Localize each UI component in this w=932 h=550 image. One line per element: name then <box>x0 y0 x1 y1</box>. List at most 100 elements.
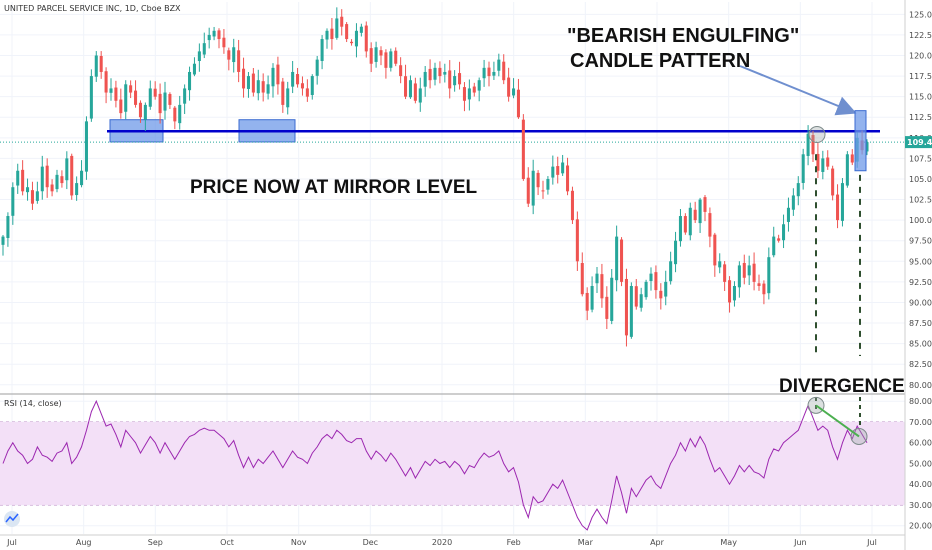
candle[interactable] <box>507 67 511 102</box>
candle[interactable] <box>595 267 599 294</box>
candle[interactable] <box>654 265 658 299</box>
candle[interactable] <box>831 165 835 201</box>
candle[interactable] <box>246 71 250 98</box>
candle[interactable] <box>791 188 795 216</box>
candle[interactable] <box>526 167 530 208</box>
candle[interactable] <box>158 83 162 124</box>
candle[interactable] <box>207 27 211 49</box>
candle[interactable] <box>762 280 766 305</box>
candle[interactable] <box>438 61 442 84</box>
candle[interactable] <box>669 251 673 285</box>
candle[interactable] <box>251 67 255 97</box>
candle[interactable] <box>163 81 167 120</box>
candle[interactable] <box>521 114 525 181</box>
price-peak-circle[interactable] <box>808 126 826 144</box>
candle[interactable] <box>217 28 221 49</box>
candle[interactable] <box>345 22 349 43</box>
candle[interactable] <box>840 178 844 227</box>
candle[interactable] <box>242 57 246 98</box>
candle[interactable] <box>742 254 746 285</box>
candle[interactable] <box>826 150 830 170</box>
candle[interactable] <box>546 176 550 195</box>
candle[interactable] <box>536 170 540 196</box>
candle[interactable] <box>70 153 74 200</box>
candle[interactable] <box>379 46 383 66</box>
candle[interactable] <box>492 61 496 80</box>
candle[interactable] <box>354 23 358 58</box>
candle[interactable] <box>320 35 324 70</box>
candle[interactable] <box>566 157 570 196</box>
candle[interactable] <box>737 261 741 298</box>
candle[interactable] <box>723 261 727 291</box>
candle[interactable] <box>777 234 781 243</box>
candle[interactable] <box>99 51 103 79</box>
candle[interactable] <box>786 197 790 232</box>
candle[interactable] <box>335 7 339 40</box>
candle[interactable] <box>271 63 275 98</box>
candle[interactable] <box>11 182 15 225</box>
candle[interactable] <box>212 26 216 41</box>
candle[interactable] <box>227 47 231 71</box>
candle[interactable] <box>728 276 732 313</box>
candle[interactable] <box>423 66 427 97</box>
candle[interactable] <box>119 88 123 119</box>
candle[interactable] <box>850 149 854 166</box>
candle[interactable] <box>458 61 462 90</box>
candle[interactable] <box>94 51 98 82</box>
candle[interactable] <box>364 21 368 58</box>
candle[interactable] <box>6 212 10 247</box>
candle[interactable] <box>570 186 574 224</box>
candle[interactable] <box>1 234 5 256</box>
candle[interactable] <box>561 154 565 176</box>
candle[interactable] <box>114 80 118 108</box>
engulfing-box[interactable] <box>854 110 867 172</box>
candle[interactable] <box>767 247 771 300</box>
candle[interactable] <box>732 281 736 307</box>
candle[interactable] <box>84 116 88 180</box>
candle[interactable] <box>418 77 422 112</box>
candle[interactable] <box>816 143 820 179</box>
candle[interactable] <box>467 79 471 111</box>
candle[interactable] <box>639 287 643 312</box>
candle[interactable] <box>266 75 270 100</box>
candle[interactable] <box>516 78 520 119</box>
candle[interactable] <box>502 54 506 85</box>
candle[interactable] <box>281 77 285 113</box>
chart-logo-icon[interactable] <box>4 511 20 527</box>
candle[interactable] <box>605 286 609 330</box>
candle[interactable] <box>448 60 452 99</box>
candle[interactable] <box>340 9 344 36</box>
candle[interactable] <box>45 158 49 198</box>
candle[interactable] <box>541 180 545 199</box>
candle[interactable] <box>183 84 187 115</box>
candle[interactable] <box>173 106 177 130</box>
candle[interactable] <box>16 163 20 194</box>
candle[interactable] <box>202 32 206 59</box>
candle[interactable] <box>330 17 334 50</box>
candle[interactable] <box>678 208 682 247</box>
candle[interactable] <box>703 195 707 222</box>
candle[interactable] <box>782 214 786 249</box>
candle[interactable] <box>188 66 192 101</box>
candle[interactable] <box>237 39 241 83</box>
candle[interactable] <box>413 77 417 104</box>
candle[interactable] <box>138 100 142 123</box>
candle[interactable] <box>477 77 481 102</box>
candle[interactable] <box>404 64 408 100</box>
candle[interactable] <box>752 252 756 291</box>
drawings[interactable] <box>739 65 868 445</box>
candle[interactable] <box>256 69 260 101</box>
candle[interactable] <box>35 181 39 204</box>
candle[interactable] <box>134 80 138 108</box>
candle[interactable] <box>359 23 363 37</box>
candle[interactable] <box>55 169 59 193</box>
candle[interactable] <box>757 274 761 291</box>
candle[interactable] <box>50 179 54 197</box>
price-axis[interactable]: 125.00122.50120.00117.50115.00112.50110.… <box>909 10 932 389</box>
candle[interactable] <box>713 232 717 277</box>
candle[interactable] <box>865 139 869 156</box>
candle[interactable] <box>747 255 751 286</box>
candle[interactable] <box>796 176 800 206</box>
candle[interactable] <box>620 237 624 287</box>
candle[interactable] <box>60 170 64 188</box>
